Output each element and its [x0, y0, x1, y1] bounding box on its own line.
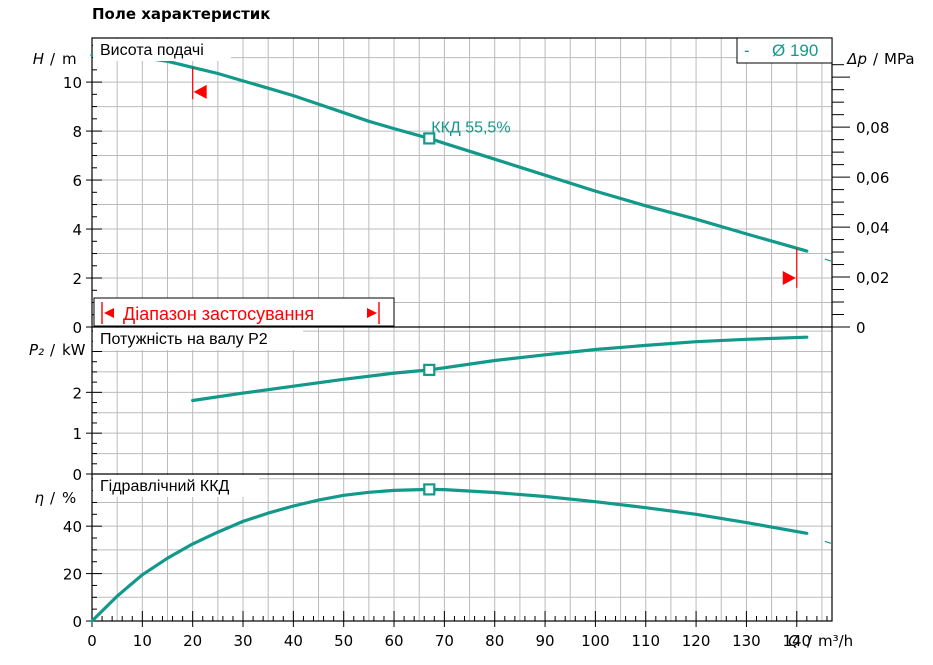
panel-label-bg	[93, 475, 259, 497]
diameter-dash: -	[744, 41, 750, 60]
x-axis-separator: /	[807, 632, 813, 650]
bep-label: ККД 55,5%	[431, 119, 510, 136]
y-tick-label: 1	[72, 425, 82, 443]
curves	[90, 53, 832, 623]
secondary-tick-label: 0,02	[856, 269, 889, 287]
y-axis-symbol: H	[33, 50, 44, 68]
diameter-box	[736, 37, 833, 64]
y-axis-symbol: η	[34, 489, 44, 507]
panel-label-bg	[93, 39, 231, 61]
range-legend-arrow-right	[367, 308, 377, 318]
x-axis-unit: m³/h	[818, 632, 853, 650]
range-legend-label: Діапазон застосування	[123, 304, 314, 324]
x-tick-label: 0	[87, 632, 97, 650]
y-tick-label: 0	[72, 466, 82, 484]
head-bep-marker	[423, 132, 436, 145]
plot-frame	[91, 37, 833, 622]
y-axis-symbol: P₂	[29, 341, 44, 359]
secondary-tick-label: 0,06	[856, 169, 889, 187]
x-tick-label: 60	[384, 632, 403, 650]
x-tick-label: 70	[435, 632, 454, 650]
x-axis-symbol: Q	[788, 632, 800, 650]
range-legend-box	[93, 297, 395, 327]
x-tick-label: 20	[183, 632, 202, 650]
x-tick-label: 120	[682, 632, 711, 650]
y-tick-label: 6	[72, 172, 82, 190]
x-tick-label: 10	[133, 632, 152, 650]
y-axis-unit: m	[62, 50, 77, 68]
y-tick-label: 0	[72, 319, 82, 337]
panel-label: Гідравлічний ККД	[100, 478, 230, 495]
x-tick-label: 100	[581, 632, 610, 650]
page-title: Поле характеристик	[92, 5, 271, 23]
panel-label: Висота подачі	[100, 42, 204, 59]
y-tick-label: 40	[63, 518, 82, 536]
power-bep-marker	[423, 363, 436, 376]
range-right-arrow	[782, 271, 796, 286]
y-axis-separator: /	[50, 341, 56, 359]
secondary-axis-separator: /	[873, 50, 879, 68]
x-tick-label: 30	[233, 632, 252, 650]
secondary-tick-label: 0	[856, 319, 866, 337]
efficiency-curve-extension	[824, 540, 832, 544]
power-curve	[191, 335, 809, 403]
y-tick-label: 4	[72, 221, 82, 239]
x-tick-label: 80	[485, 632, 504, 650]
frame-rect	[91, 37, 833, 622]
y-tick-label: 2	[72, 384, 82, 402]
y-tick-label: 2	[72, 270, 82, 288]
x-tick-label: 130	[732, 632, 761, 650]
efficiency-curve	[90, 487, 809, 623]
y-axis-separator: /	[50, 50, 56, 68]
x-tick-label: 140	[782, 632, 811, 650]
diameter-label: Ø 190	[772, 41, 818, 60]
annotations: Висота подачі Потужність на валу P2 Гідрав…	[93, 37, 833, 497]
head-curve	[90, 53, 809, 253]
x-tick-label: 40	[284, 632, 303, 650]
efficiency-bep-marker	[423, 483, 436, 496]
head-curve-extension	[824, 258, 832, 262]
y-tick-label: 8	[72, 123, 82, 141]
y-tick-label: 20	[63, 566, 82, 584]
y-axis-unit: kW	[62, 341, 86, 359]
secondary-axis-symbol: Δp	[846, 50, 867, 68]
x-tick-label: 90	[536, 632, 555, 650]
y-tick-label: 10	[63, 74, 82, 92]
panel-label: Потужність на валу P2	[100, 331, 268, 348]
secondary-tick-label: 0,08	[856, 119, 889, 137]
secondary-axis-unit: MPa	[884, 50, 915, 68]
x-tick-label: 50	[334, 632, 353, 650]
y-tick-label: 0	[72, 613, 82, 631]
range-left-arrow	[193, 84, 207, 99]
panel-label-bg	[93, 328, 303, 350]
range-legend-arrow-left	[104, 308, 114, 318]
x-tick-label: 110	[631, 632, 660, 650]
secondary-tick-label: 0,04	[856, 219, 889, 237]
y-axis-unit: %	[62, 489, 76, 507]
y-axis-separator: /	[50, 489, 56, 507]
